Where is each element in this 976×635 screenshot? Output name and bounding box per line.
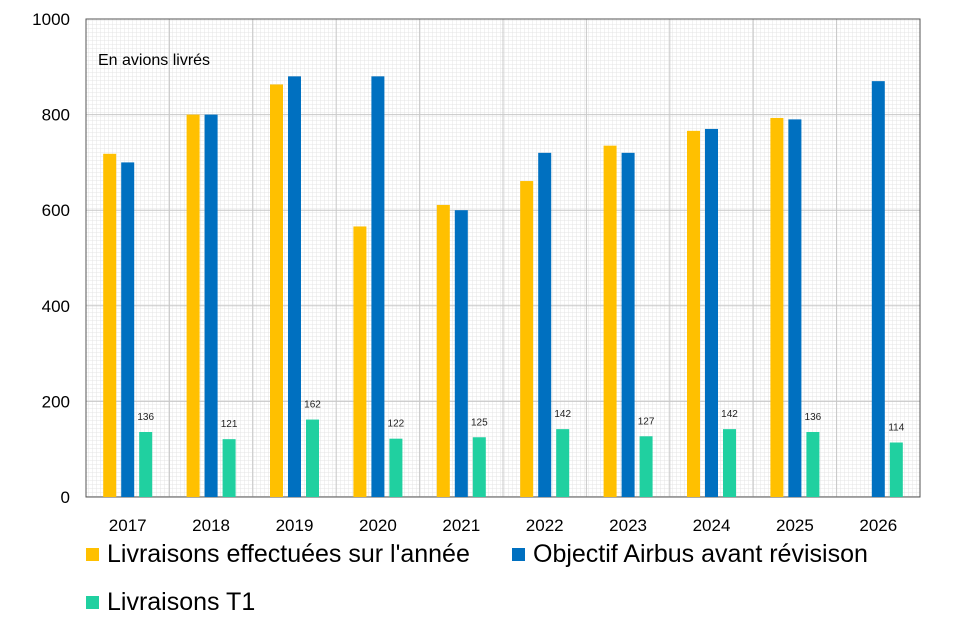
legend-swatch-series-1	[86, 548, 99, 561]
y-tick-label: 200	[42, 392, 70, 411]
data-label-2023: 127	[638, 416, 655, 427]
bar-series-2-2021	[454, 210, 468, 497]
bar-series-1-2024	[687, 130, 700, 498]
bar-series-2-2024	[705, 128, 718, 497]
x-tick-label: 2022	[526, 516, 564, 535]
bar-series-2-2025	[788, 119, 802, 497]
bar-series-1-2018	[186, 114, 200, 497]
x-tick-label: 2018	[192, 516, 230, 535]
data-label-2022: 142	[554, 409, 571, 420]
bar-series-3-2026	[889, 442, 903, 497]
chart-annotation: En avions livrés	[98, 52, 210, 69]
bar-series-1-2021	[436, 204, 450, 497]
bar-series-3-2018	[222, 439, 236, 497]
chart: 0 200 400 600 800 1000 136 2017 121 2018 162 2019 12…	[32, 10, 921, 535]
legend-label-series-2: Objectif Airbus avant révisison	[533, 540, 868, 568]
bar-series-3-2020	[389, 438, 403, 497]
bar-series-1-2025	[770, 117, 784, 498]
data-label-2021: 125	[471, 417, 488, 428]
legend-item-series-2: Objectif Airbus avant révisison	[512, 540, 868, 569]
y-tick-label: 800	[42, 106, 70, 125]
data-label-2019: 162	[304, 400, 321, 411]
bar-series-2-2018	[204, 114, 218, 497]
data-label-2020: 122	[388, 419, 405, 430]
x-tick-label: 2019	[276, 516, 314, 535]
y-tick-label: 0	[61, 488, 70, 507]
bar-series-1-2020	[353, 226, 367, 497]
legend-item-series-1: Livraisons effectuées sur l'année	[86, 540, 470, 569]
x-tick-label: 2020	[359, 516, 397, 535]
bar-series-2-2019	[288, 76, 301, 498]
x-tick-label: 2024	[693, 516, 731, 535]
bar-series-3-2021	[472, 437, 486, 497]
plot-border	[85, 18, 921, 498]
data-label-2024: 142	[721, 409, 738, 420]
data-label-2017: 136	[137, 412, 154, 423]
bar-series-3-2025	[806, 431, 820, 497]
legend-swatch-series-3	[86, 596, 99, 609]
x-tick-label: 2023	[609, 516, 647, 535]
bar-series-1-2019	[270, 84, 283, 498]
bar-series-3-2024	[723, 429, 736, 497]
legend-label-series-1: Livraisons effectuées sur l'année	[107, 540, 470, 568]
bar-series-2-2023	[621, 152, 635, 497]
bar-series-2-2020	[371, 76, 385, 498]
data-label-2025: 136	[805, 412, 822, 423]
x-tick-label: 2017	[109, 516, 147, 535]
bar-series-1-2023	[603, 145, 617, 498]
y-tick-label: 600	[42, 201, 70, 220]
bar-series-1-2022	[520, 181, 534, 498]
y-tick-label: 1000	[32, 10, 70, 29]
legend-item-series-3: Livraisons T1	[86, 588, 255, 617]
bar-series-3-2019	[306, 419, 319, 497]
bar-series-1-2017	[103, 153, 117, 497]
bar-series-3-2022	[556, 429, 570, 497]
data-label-2018: 121	[221, 419, 238, 430]
x-tick-label: 2025	[776, 516, 814, 535]
data-label-2026: 114	[888, 423, 904, 434]
bar-series-3-2023	[639, 436, 653, 497]
legend-label-series-3: Livraisons T1	[107, 588, 256, 616]
legend-swatch-series-2	[512, 548, 525, 561]
x-tick-label: 2026	[859, 516, 897, 535]
bar-series-3-2017	[139, 431, 153, 497]
bar-series-2-2022	[538, 152, 552, 497]
bar-series-2-2026	[871, 81, 885, 497]
y-tick-label: 400	[42, 297, 70, 316]
x-tick-label: 2021	[442, 516, 480, 535]
bar-series-2-2017	[121, 162, 135, 497]
